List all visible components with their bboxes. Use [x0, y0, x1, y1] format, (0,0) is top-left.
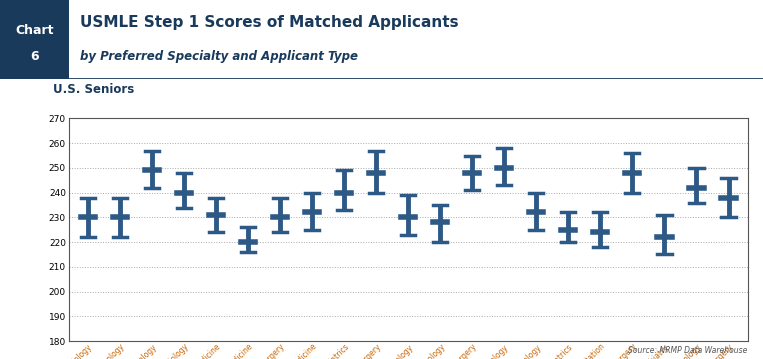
- Text: by Preferred Specialty and Applicant Type: by Preferred Specialty and Applicant Typ…: [80, 50, 358, 64]
- Text: USMLE Step 1 Scores of Matched Applicants: USMLE Step 1 Scores of Matched Applicant…: [80, 15, 459, 29]
- Text: 6: 6: [30, 50, 39, 64]
- Text: Chart: Chart: [15, 23, 53, 37]
- FancyBboxPatch shape: [0, 0, 69, 79]
- Text: Source: NRMP Data Warehouse: Source: NRMP Data Warehouse: [629, 346, 748, 355]
- Text: U.S. Seniors: U.S. Seniors: [53, 83, 134, 96]
